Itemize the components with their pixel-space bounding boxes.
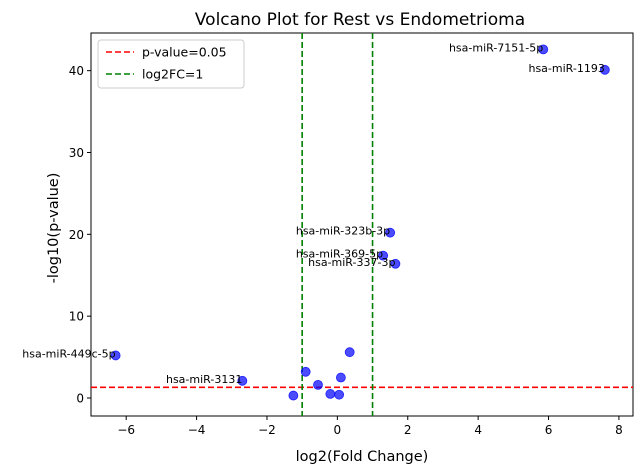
x-tick-label: 6 xyxy=(545,423,553,437)
x-tick-label: 8 xyxy=(615,423,623,437)
point-label: hsa-miR-3131 xyxy=(166,373,242,386)
data-point xyxy=(334,389,345,400)
data-point xyxy=(385,227,396,238)
data-point xyxy=(300,366,311,377)
point-label: hsa-miR-369-5p xyxy=(296,248,383,261)
y-tick-label: 40 xyxy=(69,64,84,78)
point-label: hsa-miR-7151-5p xyxy=(449,41,543,54)
y-tick-label: 30 xyxy=(69,146,84,160)
chart-title: Volcano Plot for Rest vs Endometrioma xyxy=(195,10,525,30)
data-point xyxy=(390,258,401,269)
x-tick-label: −4 xyxy=(188,423,206,437)
legend-label: p-value=0.05 xyxy=(142,45,227,60)
legend-label: log2FC=1 xyxy=(142,67,203,82)
data-point xyxy=(313,380,323,390)
y-tick-label: 10 xyxy=(69,310,84,324)
plot-frame xyxy=(90,32,634,417)
x-tick-label: 2 xyxy=(404,423,412,437)
data-point xyxy=(325,389,336,399)
data-point xyxy=(110,350,121,361)
x-tick-label: 4 xyxy=(474,423,482,437)
data-point xyxy=(344,347,355,358)
point-label: hsa-miR-323b-3p xyxy=(296,225,390,238)
point-label: hsa-miR-337-3p xyxy=(308,256,395,269)
y-axis-label: -log10(p-value) xyxy=(46,173,62,284)
data-point xyxy=(335,372,346,383)
data-point xyxy=(599,64,610,75)
data-point xyxy=(538,44,549,55)
point-label: hsa-miR-449c-5p xyxy=(22,347,115,360)
x-tick-label: −6 xyxy=(117,423,135,437)
y-tick-label: 20 xyxy=(69,228,84,242)
x-tick-label: −2 xyxy=(258,423,276,437)
x-tick-label: 0 xyxy=(334,423,342,437)
x-axis-label: log2(Fold Change) xyxy=(296,449,429,465)
data-point xyxy=(378,250,389,261)
legend-box xyxy=(97,39,245,89)
y-tick-label: 0 xyxy=(76,391,84,405)
point-label: hsa-miR-1193 xyxy=(528,62,604,75)
data-point xyxy=(237,375,248,386)
data-point xyxy=(288,390,299,401)
